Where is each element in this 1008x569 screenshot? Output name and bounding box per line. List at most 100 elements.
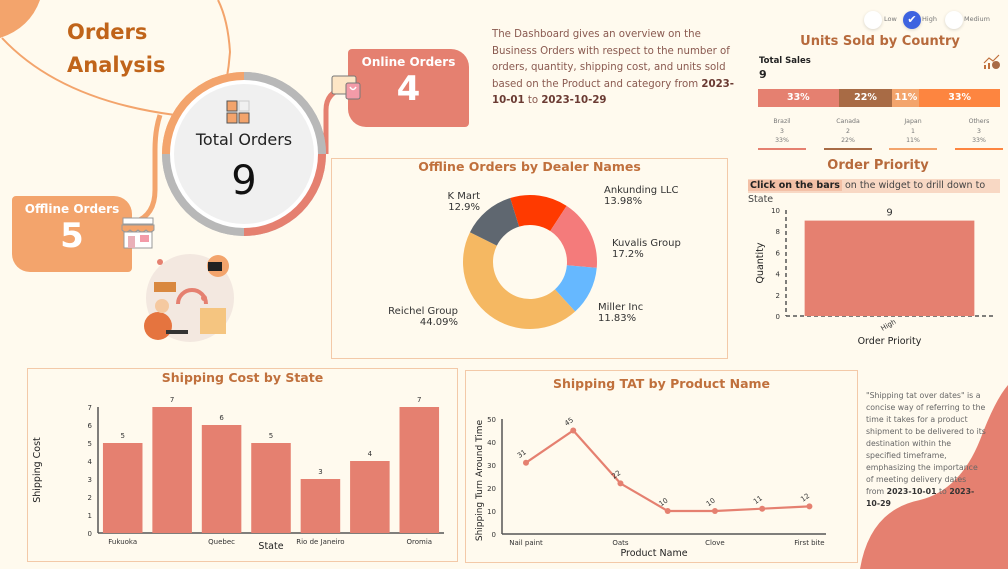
country-japan: Japan 1 11% [889,117,937,150]
x-tick-label: Oats [612,539,629,547]
y-tick-label: 7 [88,404,92,412]
slice-pct: 44.09% [420,317,458,328]
slice-label: K Mart [447,191,480,202]
country-pct: 33% [775,137,789,144]
units-stacked-bar[interactable]: 33% 22% 11% 33% [758,89,1000,107]
total-sales-value: 9 [759,68,767,81]
country-line [889,147,937,150]
shipping-tat-panel: Shipping TAT by Product Name 0 10 20 30 40 50… [465,370,858,563]
country-units: 1 [911,127,915,135]
bar-value-label: 6 [219,414,224,422]
y-tick-label: 10 [487,508,496,516]
tat-date-to: 2023-10-29 [866,487,975,508]
sales-chart-icon [983,54,1000,69]
tat-point[interactable] [806,503,813,510]
y-tick-label: 0 [88,530,92,538]
y-tick-label: 6 [776,249,781,257]
country-canada: Canada 2 22% [824,117,872,150]
donut-slice [554,265,597,312]
x-tick-label: Quebec [208,538,235,546]
bar[interactable] [804,220,975,316]
x-tick-label: First bite [794,539,824,547]
tat-point[interactable] [570,427,577,434]
bar[interactable] [300,479,341,533]
point-value-label: 10 [658,497,670,509]
bar[interactable] [251,443,291,533]
x-tick-label: Clove [705,539,725,547]
country-name: Brazil [773,118,791,125]
title-line-2: Analysis [67,53,166,77]
slice-label: Reichel Group [388,306,458,317]
hint-rest: on the widget to drill down to State [748,180,986,205]
tat-point[interactable] [711,508,718,514]
country-pct: 33% [972,137,986,144]
total-orders-value: 9 [231,158,257,204]
y-tick-label: 40 [487,439,496,447]
segment-others[interactable]: 33% [919,89,1000,107]
segment-canada[interactable]: 22% [838,89,893,107]
tat-date-connector: to [939,487,947,496]
y-tick-label: 5 [88,440,92,448]
online-orders-value: 4 [396,69,421,109]
order-priority-title: Order Priority [827,158,929,173]
tat-point[interactable] [617,480,624,487]
priority-radio-medium[interactable] [945,11,963,29]
bar-value-label: 4 [368,450,373,458]
shipping-cost-panel: Shipping Cost by State 0 1 2 3 4 5 6 7 5 Fukuoka 7… [27,368,458,562]
y-tick-label: 1 [88,512,92,520]
y-tick-label: 4 [776,271,781,279]
offline-orders-card[interactable]: Offline Orders 5 [12,196,132,272]
tat-point[interactable] [759,505,766,512]
y-tick-label: 20 [487,485,496,493]
segment-brazil[interactable]: 33% [758,89,839,107]
shipping-tat-title: Shipping TAT by Product Name [552,376,771,391]
dashboard-description: The Dashboard gives an overview on the B… [492,27,744,110]
hint-bold: Click on the bars [748,180,842,191]
bar[interactable] [399,407,440,533]
x-tick-label: Nail paint [509,539,543,547]
segment-japan[interactable]: 11% [892,89,920,107]
bar[interactable] [350,461,390,533]
country-others: Others 3 33% [955,117,1003,150]
y-axis-label: Quantity [755,242,766,283]
page-title: Orders Analysis [67,16,165,82]
donut-slice [463,232,576,329]
priority-radio-low[interactable] [864,11,882,29]
units-sold-title: Units Sold by Country [800,34,960,49]
country-name: Canada [836,118,860,125]
slice-label: Kuvalis Group [612,238,681,249]
x-tick-label: High [880,318,898,333]
boxes-icon [226,100,250,124]
check-icon: ✔ [907,13,917,26]
drilldown-hint: Click on the bars on the widget to drill… [748,179,1000,205]
bar[interactable] [152,407,192,533]
bar-value-label: 5 [269,432,273,440]
bar-value-label: 9 [886,208,892,219]
y-tick-label: 10 [771,207,780,215]
donut-slice [510,195,567,232]
country-units: 3 [780,127,784,135]
y-tick-label: 2 [776,292,780,300]
slice-label: Ankunding LLC [604,185,678,196]
tat-note-text: "Shipping tat over dates" is a concise w… [866,391,986,496]
offline-orders-value: 5 [60,216,84,256]
tat-point[interactable] [664,508,671,514]
slice-pct: 12.9% [448,202,480,213]
donut-slice [469,197,520,246]
order-priority-chart: 0 2 4 6 8 10 9 High Order Priority Quantity [755,207,993,347]
y-tick-label: 8 [776,228,780,236]
bar[interactable] [102,443,143,533]
online-orders-card[interactable]: Online Orders 4 [348,49,469,127]
point-value-label: 45 [563,416,575,428]
donut-slice [550,205,597,268]
country-pct: 11% [906,137,920,144]
country-line [955,147,1003,150]
tat-point[interactable] [523,459,529,466]
priority-radio-low-label: Low [884,15,897,23]
priority-radio-high[interactable]: ✔ [903,11,921,29]
total-sales-label: Total Sales [759,56,811,66]
priority-radio-medium-label: Medium [964,15,990,23]
y-tick-label: 6 [88,422,93,430]
bar[interactable] [201,425,242,533]
